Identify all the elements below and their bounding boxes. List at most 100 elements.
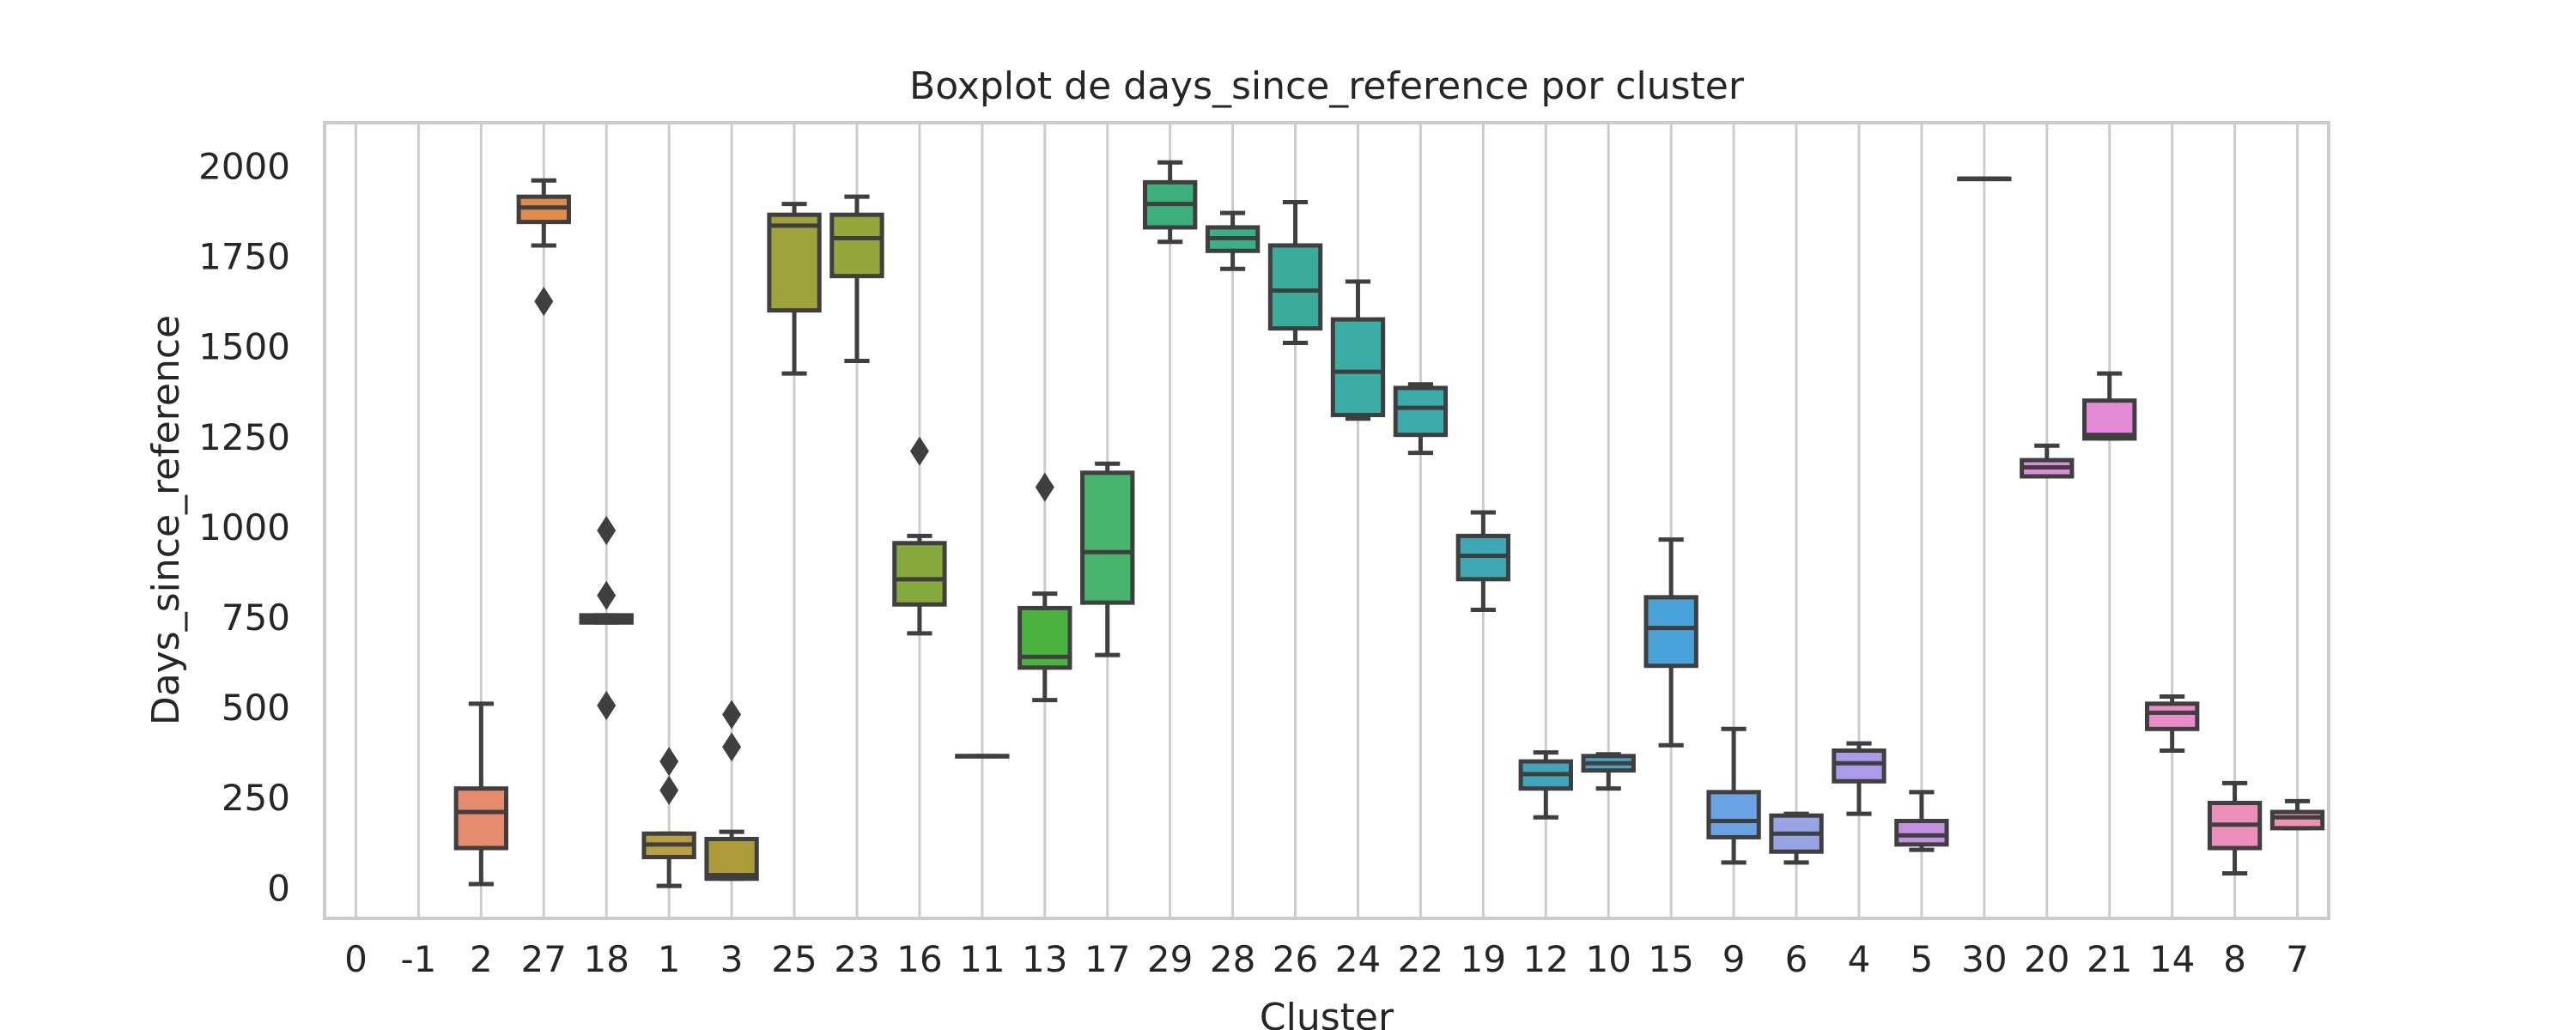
x-tick-label: 15 (1648, 938, 1693, 980)
box-body (1832, 748, 1886, 784)
x-tick-label: 12 (1523, 938, 1569, 980)
x-tick-label: 27 (521, 938, 567, 980)
box-cluster-26 (1267, 199, 1323, 345)
x-axis-label: Cluster (1260, 996, 1394, 1030)
box-cluster-20 (2020, 443, 2075, 479)
box-cluster-21 (2082, 371, 2137, 441)
x-tick-label: 5 (1911, 938, 1934, 980)
y-tick-label: 0 (267, 867, 290, 909)
x-tick-label: 2 (470, 938, 493, 980)
y-tick-label: 2000 (198, 145, 290, 187)
x-tick-label: 8 (2223, 938, 2246, 980)
x-tick-label: 1 (658, 938, 681, 980)
box-cluster-5 (1894, 790, 1949, 852)
box-cluster-12 (1518, 750, 1573, 820)
outlier-marker (534, 287, 554, 317)
box-body (1643, 595, 1698, 669)
x-tick-label: 3 (720, 938, 744, 980)
outlier-marker (1035, 472, 1054, 502)
x-tick-label: 30 (1961, 938, 2007, 980)
outlier-marker (722, 732, 742, 762)
box-body (2269, 809, 2325, 831)
x-tick-label: 4 (1848, 938, 1871, 980)
box-body (767, 212, 822, 313)
outlier-marker (597, 580, 617, 610)
x-tick-label: 16 (896, 938, 942, 980)
y-tick-label: 500 (222, 687, 290, 729)
box-body (829, 212, 884, 279)
box-body (453, 786, 509, 851)
x-tick-label: 22 (1398, 938, 1443, 980)
x-tick-label: 11 (959, 938, 1005, 980)
outlier-marker (597, 516, 617, 546)
box-cluster-15 (1643, 537, 1698, 748)
y-tick-label: 750 (222, 597, 290, 639)
x-tick-label: 7 (2286, 938, 2309, 980)
x-tick-label: 23 (834, 938, 879, 980)
box-cluster-11 (955, 754, 1010, 759)
y-tick-label: 250 (222, 777, 290, 819)
box-cluster-23 (829, 194, 884, 363)
box-body (2082, 398, 2137, 441)
box-cluster-17 (1080, 461, 1135, 657)
outlier-marker (659, 747, 679, 777)
box-cluster-1 (641, 747, 696, 888)
box-body (2144, 701, 2200, 731)
box-body (1894, 818, 1949, 847)
box-cluster-13 (1018, 472, 1072, 703)
x-tick-label: 28 (1210, 938, 1255, 980)
x-tick-label: 21 (2087, 938, 2132, 980)
outlier-marker (659, 775, 679, 805)
x-tick-label: 10 (1585, 938, 1631, 980)
x-tick-labels: 0 -1 2 27 18 1 3 25 23 16 11 13 17 29 28 26 24 22 19 12 10 15… (344, 938, 2309, 980)
box-cluster-3 (704, 700, 759, 882)
box-cluster-18 (579, 516, 634, 720)
boxes (453, 160, 2325, 888)
box-cluster-14 (2144, 694, 2200, 754)
x-tick-label: 17 (1084, 938, 1130, 980)
x-tick-label: 9 (1722, 938, 1746, 980)
box-cluster-19 (1455, 510, 1511, 613)
box-body (1330, 317, 1386, 418)
box-body (892, 541, 947, 607)
y-tick-label: 1500 (198, 326, 290, 368)
box-cluster-22 (1393, 382, 1449, 456)
x-tick-label: 25 (771, 938, 817, 980)
box-cluster-16 (892, 436, 947, 636)
box-cluster-8 (2207, 780, 2263, 876)
y-tick-label: 1250 (198, 416, 290, 458)
x-tick-label: 20 (2024, 938, 2069, 980)
box-cluster-7 (2269, 798, 2325, 831)
box-cluster-2 (453, 701, 509, 887)
x-tick-label: 26 (1273, 938, 1318, 980)
outlier-marker (722, 700, 742, 730)
box-body (1393, 385, 1449, 438)
x-tick-label: 24 (1335, 938, 1381, 980)
x-tick-label: 0 (344, 938, 368, 980)
box-body (704, 837, 759, 882)
x-tick-label: 14 (2149, 938, 2195, 980)
x-tick-label: 13 (1022, 938, 1067, 980)
outlier-marker (597, 690, 617, 720)
box-cluster-27 (516, 178, 571, 317)
x-tick-label: 18 (583, 938, 629, 980)
box-cluster-24 (1330, 279, 1386, 421)
x-tick-label: -1 (400, 938, 436, 980)
y-tick-label: 1000 (198, 506, 290, 548)
box-cluster-4 (1832, 741, 1886, 816)
plot-area-background (325, 123, 2329, 918)
x-tick-label: 29 (1147, 938, 1193, 980)
y-tick-label: 1750 (198, 236, 290, 278)
box-cluster-25 (767, 202, 822, 376)
y-tick-labels: 0 250 500 750 1000 1250 1500 1750 2000 (198, 145, 290, 909)
box-cluster-10 (1581, 752, 1636, 791)
box-cluster-9 (1706, 726, 1761, 865)
chart-title: Boxplot de days_since_reference por clus… (909, 64, 1745, 108)
box-cluster-29 (1142, 160, 1198, 245)
x-tick-label: 6 (1785, 938, 1808, 980)
box-body (1706, 790, 1761, 839)
outlier-marker (909, 436, 929, 466)
box-cluster-6 (1769, 811, 1824, 865)
box-body (1080, 470, 1135, 605)
